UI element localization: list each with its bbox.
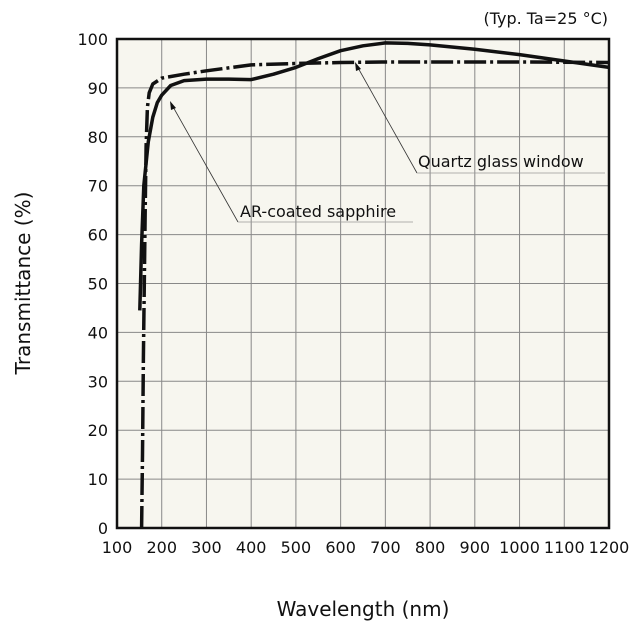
- x-tick-label: 600: [325, 538, 356, 557]
- plot-frame: [115, 37, 611, 530]
- x-tick-label: 900: [460, 538, 491, 557]
- series-line-quartz-glass-window: [139, 60, 610, 529]
- annotation-sapphire-label: AR-coated sapphire: [240, 202, 396, 221]
- y-axis-label: Transmittance (%): [11, 192, 35, 376]
- y-tick-label: 40: [88, 323, 108, 342]
- y-tick-label: 60: [88, 226, 108, 245]
- x-tick-label: 300: [191, 538, 222, 557]
- x-tick-label: 500: [281, 538, 312, 557]
- annotation-sapphire: AR-coated sapphire: [170, 101, 413, 223]
- y-tick-label: 100: [77, 30, 108, 49]
- x-tick-label: 700: [370, 538, 401, 557]
- x-axis-label: Wavelength (nm): [277, 597, 450, 621]
- x-tick-label: 800: [415, 538, 446, 557]
- annotation-quartz: Quartz glass window: [355, 62, 605, 174]
- y-tick-label: 80: [88, 128, 108, 147]
- conditions-note: (Typ. Ta=25 °C): [483, 9, 608, 28]
- y-tick-label: 90: [88, 79, 108, 98]
- series-line-ar-coated-sapphire: [138, 41, 610, 311]
- x-tick-label: 400: [236, 538, 267, 557]
- x-tick-label: 1000: [499, 538, 540, 557]
- x-tick-label: 200: [146, 538, 177, 557]
- y-tick-label: 50: [88, 275, 108, 294]
- x-tick-label: 1100: [544, 538, 585, 557]
- x-tick-label: 1200: [589, 538, 630, 557]
- y-tick-label: 10: [88, 470, 108, 489]
- y-tick-label: 20: [88, 421, 108, 440]
- x-tick-label: 100: [102, 538, 133, 557]
- y-tick-label: 30: [88, 372, 108, 391]
- annotation-quartz-label: Quartz glass window: [418, 152, 584, 171]
- y-tick-label: 0: [98, 519, 108, 538]
- y-tick-label: 70: [88, 177, 108, 196]
